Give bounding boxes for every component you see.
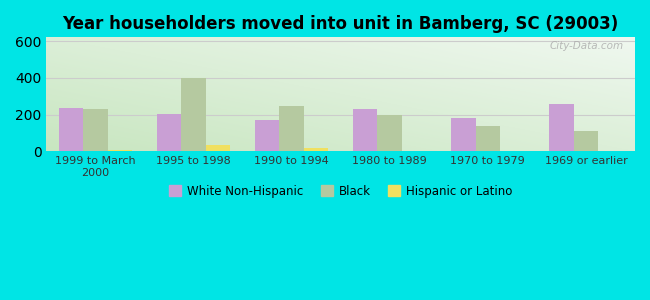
Bar bbox=[255, 120, 280, 152]
Text: City-Data.com: City-Data.com bbox=[549, 41, 623, 51]
Bar bbox=[205, 145, 230, 152]
Bar bbox=[476, 126, 500, 152]
Bar bbox=[353, 110, 378, 152]
Bar bbox=[157, 114, 181, 152]
Bar bbox=[574, 130, 598, 152]
Bar bbox=[58, 108, 83, 152]
Bar bbox=[549, 103, 574, 152]
Bar bbox=[280, 106, 304, 152]
Title: Year householders moved into unit in Bamberg, SC (29003): Year householders moved into unit in Bam… bbox=[62, 15, 619, 33]
Bar bbox=[451, 118, 476, 152]
Bar bbox=[304, 148, 328, 152]
Bar bbox=[181, 78, 205, 152]
Bar bbox=[107, 150, 132, 152]
Bar bbox=[378, 115, 402, 152]
Legend: White Non-Hispanic, Black, Hispanic or Latino: White Non-Hispanic, Black, Hispanic or L… bbox=[164, 180, 517, 203]
Bar bbox=[83, 110, 107, 152]
